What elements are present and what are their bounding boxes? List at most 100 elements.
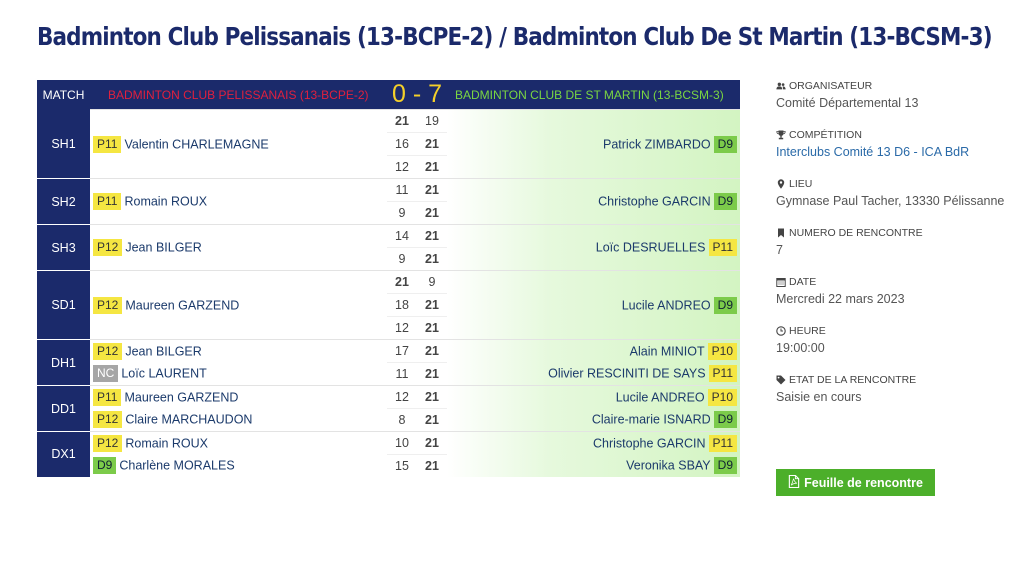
- team2-player-cell: Lucile ANDREO D9: [447, 270, 740, 340]
- set-score-team2: 19: [417, 109, 447, 133]
- team2-player-cell: Lucile ANDREO P10: [447, 385, 740, 409]
- users-icon: [776, 81, 786, 91]
- file-pdf-icon: [788, 474, 800, 491]
- team1-player-cell: D9 Charlène MORALES: [90, 455, 387, 478]
- set-score-team2: 21: [417, 224, 447, 248]
- info-label: COMPÉTITION: [776, 129, 1016, 141]
- match-row-sh3: 9 21: [37, 247, 740, 271]
- trophy-icon: [776, 130, 786, 140]
- rank-badge: P12: [93, 434, 123, 452]
- player-name[interactable]: Olivier RESCINITI DE SAYS: [548, 366, 706, 381]
- match-code: DX1: [37, 431, 90, 478]
- team1-player-cell: P12 Maureen GARZEND: [90, 270, 387, 340]
- rank-badge: NC: [93, 365, 119, 383]
- player-name[interactable]: Christophe GARCIN: [592, 436, 706, 451]
- team1-player-cell: P11 Maureen GARZEND: [90, 385, 387, 409]
- match-row-sd1: 18 21: [37, 293, 740, 317]
- player-name[interactable]: Lucile ANDREO: [615, 390, 705, 405]
- match-sheet-button-label: Feuille de rencontre: [804, 475, 923, 490]
- set-score-team2: 21: [417, 132, 447, 156]
- team2-player-cell: Christophe GARCIN P11: [447, 431, 740, 455]
- set-score-team2: 21: [417, 362, 447, 386]
- match-code: SH1: [37, 109, 90, 179]
- match-code: DD1: [37, 385, 90, 432]
- team2-player-cell: Loïc DESRUELLES P11: [447, 224, 740, 271]
- info-label: DATE: [776, 276, 1016, 288]
- rank-badge: D9: [713, 135, 737, 153]
- player-name[interactable]: Maureen GARZEND: [124, 390, 239, 405]
- set-score-team1: 9: [387, 201, 417, 225]
- player-name[interactable]: Romain ROUX: [125, 436, 209, 451]
- rank-badge: P11: [708, 434, 737, 452]
- bookmark-icon: [776, 228, 786, 238]
- player-name[interactable]: Patrick ZIMBARDO: [603, 137, 711, 151]
- rank-badge: D9: [713, 411, 737, 429]
- player-name[interactable]: Jean BILGER: [125, 240, 202, 255]
- info-label: HEURE: [776, 325, 1016, 337]
- rank-badge: P12: [93, 342, 123, 360]
- rank-badge: P10: [707, 388, 737, 406]
- rank-badge: D9: [713, 296, 737, 314]
- info-etat: ETAT DE LA RENCONTRE Saisie en cours: [776, 374, 1016, 404]
- tag-icon: [776, 375, 786, 385]
- rank-badge: P12: [93, 411, 123, 429]
- team1-player-cell: P12 Romain ROUX: [90, 431, 387, 455]
- team1-name[interactable]: BADMINTON CLUB PELISSANAIS (13-BCPE-2): [90, 80, 387, 110]
- info-label: LIEU: [776, 178, 1016, 190]
- info-competition: COMPÉTITION Interclubs Comité 13 D6 - ICA…: [776, 129, 1016, 159]
- player-name[interactable]: Loïc LAURENT: [121, 366, 207, 381]
- match-row-sh1: 12 21: [37, 155, 740, 179]
- team2-name[interactable]: BADMINTON CLUB DE ST MARTIN (13-BCSM-3): [447, 80, 740, 110]
- info-label-text: DATE: [789, 276, 817, 288]
- overall-score: 0 - 7: [387, 80, 447, 110]
- info-value: 19:00:00: [776, 341, 825, 355]
- match-row-sh2: 9 21: [37, 201, 740, 225]
- match-row-dh1: DH1 P12 Jean BILGER 17 21 Alain MINIOT P10: [37, 339, 740, 386]
- match-row-sd1: SD1 P12 Maureen GARZEND 21 9 Lucile ANDREO D9: [37, 270, 740, 340]
- match-sheet-button[interactable]: Feuille de rencontre: [776, 469, 935, 496]
- set-score-team2: 21: [417, 201, 447, 225]
- set-score-team1: 9: [387, 247, 417, 271]
- set-score-team2: 21: [417, 385, 447, 409]
- set-score-team1: 18: [387, 293, 417, 317]
- player-name[interactable]: Claire-marie ISNARD: [591, 412, 711, 427]
- info-value[interactable]: Interclubs Comité 13 D6 - ICA BdR: [776, 145, 970, 159]
- rank-badge: D9: [93, 457, 117, 475]
- map-marker-icon: [776, 179, 786, 189]
- player-name[interactable]: Romain ROUX: [124, 194, 208, 209]
- rank-badge: P12: [93, 239, 123, 256]
- player-name[interactable]: Claire MARCHAUDON: [125, 412, 253, 427]
- info-label-text: NUMERO DE RENCONTRE: [789, 227, 923, 239]
- player-name[interactable]: Valentin CHARLEMAGNE: [124, 137, 269, 151]
- set-score-team2: 21: [417, 339, 447, 363]
- rank-badge: P12: [93, 296, 123, 314]
- match-row-sh1: 16 21: [37, 132, 740, 156]
- info-heure: HEURE 19:00:00: [776, 325, 1016, 355]
- team1-player-cell: P11 Romain ROUX: [90, 178, 387, 225]
- team1-player-cell: P12 Claire MARCHAUDON: [90, 409, 387, 432]
- info-value: Saisie en cours: [776, 390, 862, 404]
- team2-player-cell: Alain MINIOT P10: [447, 339, 740, 363]
- team2-player-cell: Veronika SBAY D9: [447, 454, 740, 477]
- player-name[interactable]: Jean BILGER: [125, 344, 202, 359]
- rank-badge: D9: [713, 193, 737, 210]
- match-info-panel: ORGANISATEUR Comité Départemental 13 COMPÉ…: [776, 80, 1016, 423]
- info-label-text: ORGANISATEUR: [789, 80, 873, 92]
- player-name[interactable]: Charlène MORALES: [119, 458, 235, 473]
- match-code: SH3: [37, 224, 90, 271]
- player-name[interactable]: Lucile ANDREO: [621, 298, 711, 312]
- info-label-text: HEURE: [789, 325, 826, 337]
- player-name[interactable]: Alain MINIOT: [629, 344, 705, 359]
- player-name[interactable]: Maureen GARZEND: [125, 298, 240, 312]
- info-value: 7: [776, 243, 783, 257]
- player-name[interactable]: Veronika SBAY: [626, 458, 711, 473]
- set-score-team2: 21: [417, 178, 447, 202]
- match-code: SH2: [37, 178, 90, 225]
- set-score-team2: 21: [417, 247, 447, 271]
- set-score-team1: 8: [387, 408, 417, 432]
- player-name[interactable]: Loïc DESRUELLES: [595, 240, 706, 255]
- set-score-team1: 21: [387, 270, 417, 294]
- set-score-team2: 21: [417, 431, 447, 455]
- player-name[interactable]: Christophe GARCIN: [598, 194, 711, 209]
- match-row-dh1: NC Loïc LAURENT 11 21 Olivier RESCINITI DE S…: [37, 362, 740, 386]
